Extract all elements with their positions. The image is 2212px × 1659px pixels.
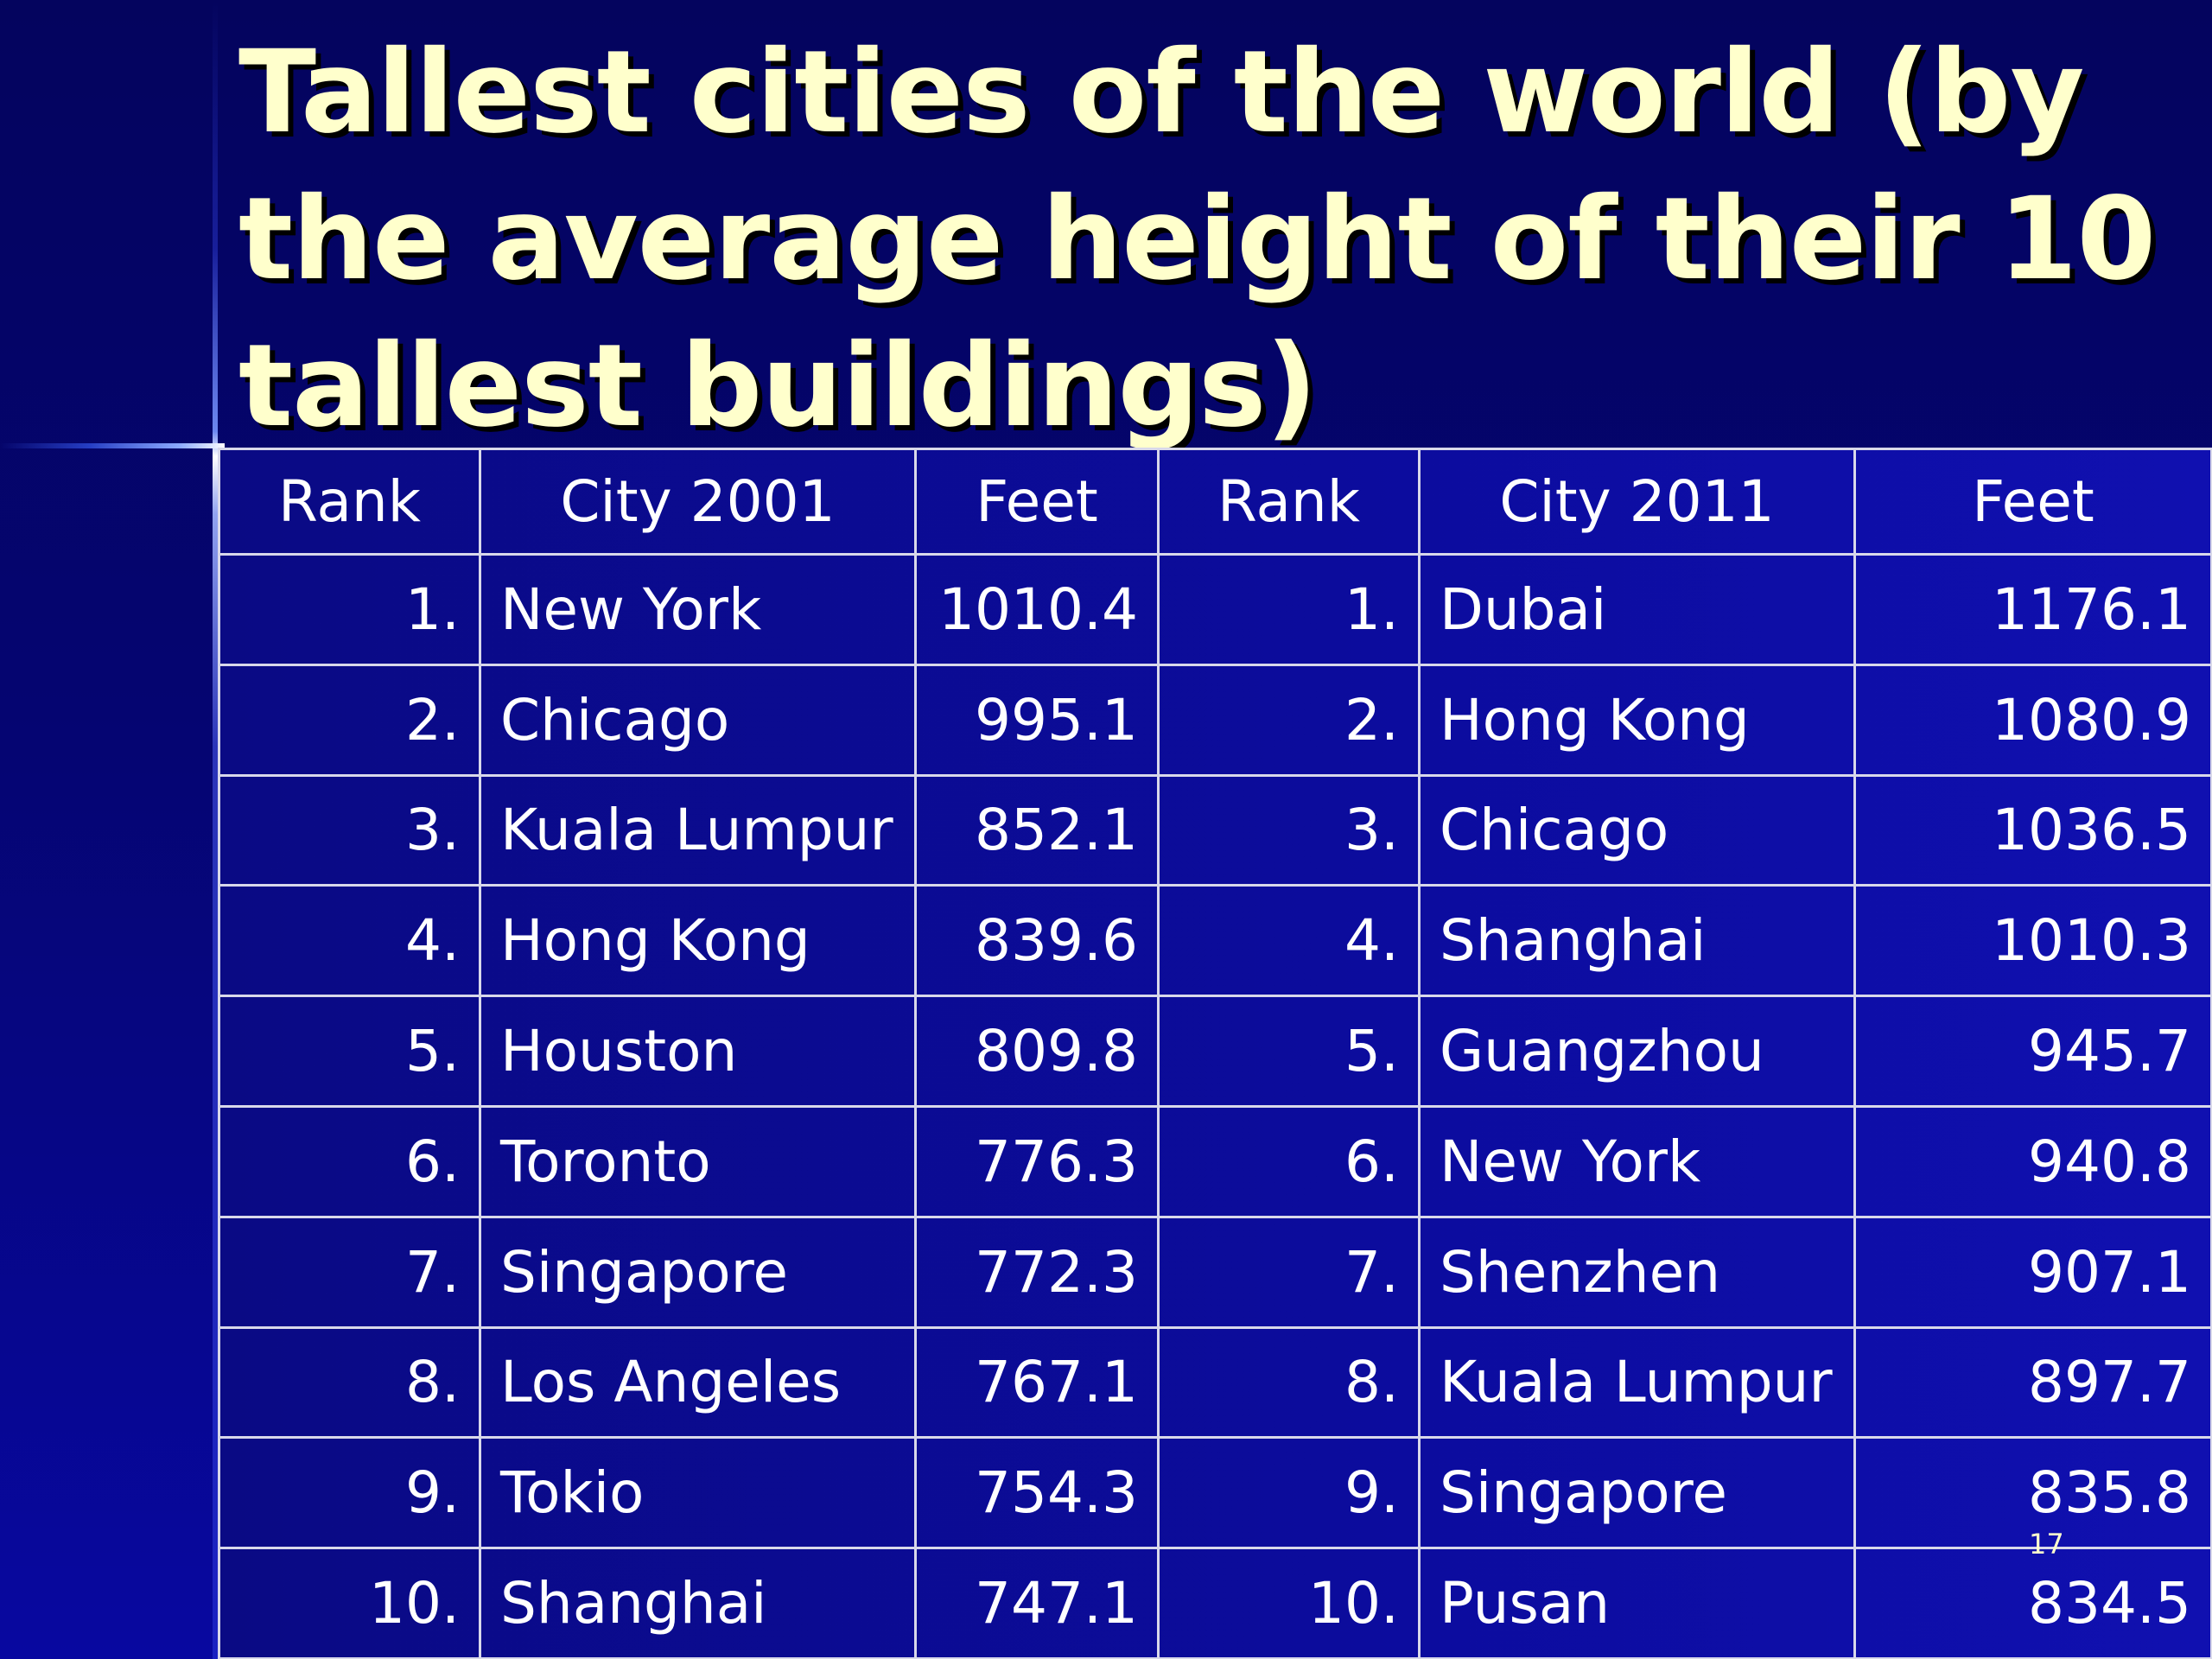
city-2011-cell: Kuala Lumpur — [1418, 1325, 1856, 1440]
rank-2001-cell: 8. — [218, 1325, 481, 1440]
rank-2001-cell: 10. — [218, 1547, 481, 1659]
rank-2001-cell: 6. — [218, 1104, 481, 1218]
feet-2011-cell: 1176.1 — [1853, 553, 2212, 666]
rank-2011-cell: 2. — [1157, 663, 1421, 777]
feet-2011-cell: 945.7 — [1853, 995, 2212, 1108]
feet-2001-cell: 754.3 — [914, 1436, 1160, 1550]
rank-2001-cell: 5. — [218, 995, 481, 1108]
feet-2001-cell: 852.1 — [914, 773, 1160, 887]
rank-2001-cell: 7. — [218, 1215, 481, 1329]
city-2001-cell: Houston — [479, 995, 917, 1108]
feet-2011-cell: 1010.3 — [1853, 884, 2212, 998]
feet-2011-cell: 897.7 — [1853, 1325, 2212, 1440]
city-2011-cell: Pusan — [1418, 1547, 1856, 1659]
rank-2001-cell: 1. — [218, 553, 481, 666]
feet-2001-cell: 772.3 — [914, 1215, 1160, 1329]
table-row: 8. Los Angeles 767.1 8. Kuala Lumpur 897… — [218, 1325, 2212, 1440]
city-2001-cell: New York — [479, 553, 917, 666]
feet-2011-cell: 907.1 — [1853, 1215, 2212, 1329]
rank-2011-cell: 4. — [1157, 884, 1421, 998]
header-city-2011: City 2011 — [1418, 448, 1856, 556]
table-row: 2. Chicago 995.1 2. Hong Kong 1080.9 — [218, 663, 2212, 777]
header-feet-2001: Feet — [914, 448, 1160, 556]
table-header-row: Rank City 2001 Feet Rank City 2011 Feet — [218, 448, 2212, 556]
rank-2011-cell: 5. — [1157, 995, 1421, 1108]
feet-2011-cell: 834.5 — [1853, 1547, 2212, 1659]
header-rank-2001: Rank — [218, 448, 481, 556]
rank-2011-cell: 3. — [1157, 773, 1421, 887]
feet-2001-cell: 747.1 — [914, 1547, 1160, 1659]
city-2001-cell: Hong Kong — [479, 884, 917, 998]
header-rank-2011: Rank — [1157, 448, 1421, 556]
city-2001-cell: Los Angeles — [479, 1325, 917, 1440]
city-2011-cell: Chicago — [1418, 773, 1856, 887]
rank-2011-cell: 7. — [1157, 1215, 1421, 1329]
feet-2001-cell: 776.3 — [914, 1104, 1160, 1218]
city-2001-cell: Singapore — [479, 1215, 917, 1329]
city-2001-cell: Tokio — [479, 1436, 917, 1550]
table-row: 10. Shanghai 747.1 10. Pusan 834.5 — [218, 1547, 2212, 1659]
city-2011-cell: Shenzhen — [1418, 1215, 1856, 1329]
rank-2001-cell: 3. — [218, 773, 481, 887]
feet-2001-cell: 995.1 — [914, 663, 1160, 777]
rank-2011-cell: 8. — [1157, 1325, 1421, 1440]
table-row: 6. Toronto 776.3 6. New York 940.8 — [218, 1104, 2212, 1218]
rank-2011-cell: 9. — [1157, 1436, 1421, 1550]
header-city-2001: City 2001 — [479, 448, 917, 556]
feet-2001-cell: 809.8 — [914, 995, 1160, 1108]
page-number: 17 — [2029, 1528, 2064, 1560]
feet-2001-cell: 1010.4 — [914, 553, 1160, 666]
table-row: 3. Kuala Lumpur 852.1 3. Chicago 1036.5 — [218, 773, 2212, 887]
header-feet-2011: Feet — [1853, 448, 2212, 556]
tallest-cities-table: Rank City 2001 Feet Rank City 2011 Feet … — [218, 448, 2212, 1659]
city-2001-cell: Shanghai — [479, 1547, 917, 1659]
table-row: 7. Singapore 772.3 7. Shenzhen 907.1 — [218, 1215, 2212, 1329]
city-2011-cell: Shanghai — [1418, 884, 1856, 998]
table-row: 1. New York 1010.4 1. Dubai 1176.1 — [218, 553, 2212, 666]
feet-2011-cell: 1036.5 — [1853, 773, 2212, 887]
table-row: 5. Houston 809.8 5. Guangzhou 945.7 — [218, 995, 2212, 1108]
feet-2001-cell: 839.6 — [914, 884, 1160, 998]
city-2001-cell: Kuala Lumpur — [479, 773, 917, 887]
table-row: 9. Tokio 754.3 9. Singapore 835.8 — [218, 1436, 2212, 1550]
rank-2001-cell: 9. — [218, 1436, 481, 1550]
city-2011-cell: Singapore — [1418, 1436, 1856, 1550]
city-2011-cell: Dubai — [1418, 553, 1856, 666]
city-2001-cell: Chicago — [479, 663, 917, 777]
rank-2011-cell: 6. — [1157, 1104, 1421, 1218]
city-2011-cell: New York — [1418, 1104, 1856, 1218]
rank-2011-cell: 1. — [1157, 553, 1421, 666]
feet-2011-cell: 1080.9 — [1853, 663, 2212, 777]
rank-2011-cell: 10. — [1157, 1547, 1421, 1659]
rank-2001-cell: 4. — [218, 884, 481, 998]
rank-2001-cell: 2. — [218, 663, 481, 777]
feet-2011-cell: 940.8 — [1853, 1104, 2212, 1218]
city-2011-cell: Hong Kong — [1418, 663, 1856, 777]
feet-2011-cell: 835.8 — [1853, 1436, 2212, 1550]
decorative-horizontal-line — [0, 443, 225, 448]
slide-title: Tallest cities of the world (by the aver… — [238, 26, 2156, 453]
decorative-vertical-line — [213, 0, 218, 1659]
city-2011-cell: Guangzhou — [1418, 995, 1856, 1108]
city-2001-cell: Toronto — [479, 1104, 917, 1218]
table-row: 4. Hong Kong 839.6 4. Shanghai 1010.3 — [218, 884, 2212, 998]
feet-2001-cell: 767.1 — [914, 1325, 1160, 1440]
